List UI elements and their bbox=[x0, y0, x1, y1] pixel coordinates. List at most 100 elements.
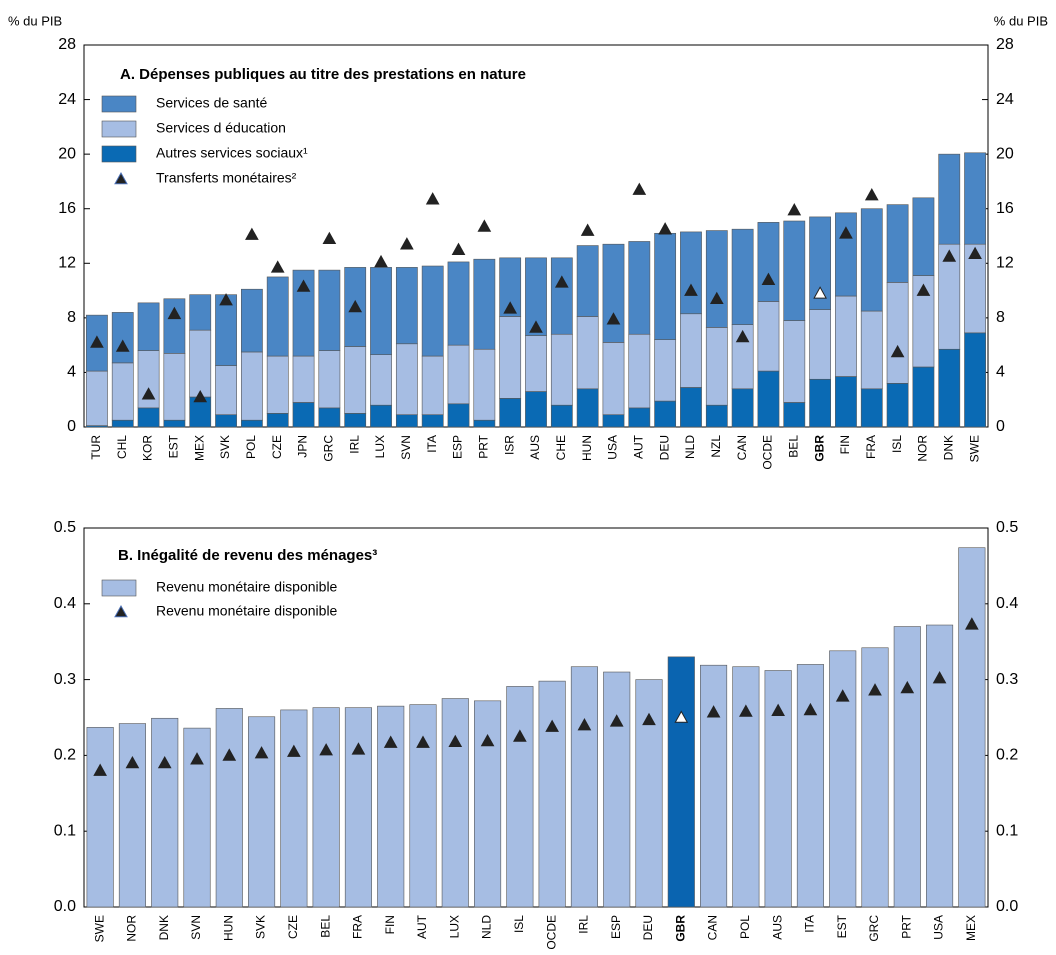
x-tick-label: CHE bbox=[554, 435, 568, 460]
marker bbox=[803, 702, 818, 716]
x-tick-label: LUX bbox=[447, 915, 461, 938]
y2-tick-label: 0 bbox=[996, 418, 1005, 435]
bar-segment bbox=[441, 698, 469, 908]
bar-segment bbox=[395, 267, 418, 345]
bar-segment bbox=[163, 298, 186, 354]
marker bbox=[813, 286, 827, 299]
marker bbox=[141, 387, 156, 400]
bar-segment bbox=[421, 355, 444, 416]
x-tick-label: DEU bbox=[641, 915, 655, 940]
bar-segment bbox=[886, 282, 909, 384]
bar-segment bbox=[137, 407, 160, 428]
bar-segment bbox=[163, 353, 186, 421]
y-tick-label: 20 bbox=[58, 145, 76, 162]
bar-segment bbox=[248, 716, 276, 908]
x-tick-label: CAN bbox=[706, 915, 720, 940]
marker bbox=[219, 293, 233, 306]
marker bbox=[193, 389, 208, 403]
x-tick-label: ISR bbox=[502, 435, 516, 455]
bar-segment bbox=[829, 650, 857, 908]
plot-frame bbox=[83, 527, 989, 908]
x-tick-label: EST bbox=[167, 434, 181, 458]
legend-swatch bbox=[101, 95, 137, 113]
x-tick-label: DEU bbox=[657, 435, 671, 460]
bar-segment bbox=[370, 404, 392, 428]
bar-segment bbox=[292, 402, 315, 428]
y-tick-label: 4 bbox=[67, 364, 76, 381]
bar-segment bbox=[654, 232, 677, 340]
x-tick-label: SVK bbox=[218, 435, 232, 459]
y-tick-label: 0.5 bbox=[54, 519, 76, 536]
marker bbox=[706, 705, 721, 718]
y-tick-label: 0.3 bbox=[54, 671, 76, 688]
y-tick-label: 8 bbox=[67, 309, 76, 326]
x-tick-label: NOR bbox=[125, 915, 139, 942]
x-tick-label: ITA bbox=[803, 915, 817, 933]
y2-tick-label: 28 bbox=[996, 36, 1014, 53]
marker bbox=[451, 242, 466, 255]
x-tick-label: KOR bbox=[141, 435, 155, 461]
y2-tick-label: 8 bbox=[996, 309, 1005, 326]
bar-segment bbox=[86, 370, 108, 426]
x-tick-label: MEX bbox=[964, 915, 978, 941]
marker bbox=[609, 714, 624, 727]
x-tick-label: POL bbox=[244, 435, 258, 459]
bar-segment bbox=[344, 707, 372, 908]
y2-tick-label: 20 bbox=[996, 145, 1014, 162]
bar-segment bbox=[240, 419, 263, 428]
bar-segment bbox=[189, 329, 212, 398]
bar-segment bbox=[893, 626, 921, 908]
bar-segment bbox=[835, 376, 857, 428]
panel-title: B. Inégalité de revenu des ménages³ bbox=[118, 547, 377, 564]
bar-segment bbox=[576, 245, 599, 317]
bar-segment bbox=[732, 666, 760, 908]
y2-tick-label: 24 bbox=[996, 91, 1014, 108]
y2-tick-label: 0.5 bbox=[996, 519, 1018, 536]
marker bbox=[684, 283, 698, 296]
bar-segment bbox=[447, 344, 470, 405]
bar-segment bbox=[111, 362, 134, 421]
bar-segment bbox=[731, 228, 754, 325]
x-tick-label: ITA bbox=[425, 435, 439, 453]
marker bbox=[642, 712, 656, 726]
marker bbox=[322, 231, 337, 245]
y2-tick-label: 0.2 bbox=[996, 747, 1018, 764]
legend-label: Revenu monétaire disponible bbox=[156, 603, 338, 619]
x-tick-label: DNK bbox=[941, 435, 955, 460]
bar-segment bbox=[474, 700, 502, 908]
bar-segment bbox=[118, 723, 146, 908]
x-tick-label: POL bbox=[738, 915, 752, 939]
marker bbox=[735, 329, 750, 343]
bar-segment bbox=[550, 404, 573, 428]
x-tick-label: BEL bbox=[318, 915, 332, 938]
bar-segment bbox=[958, 547, 986, 908]
bar-segment bbox=[705, 404, 728, 428]
bar-segment bbox=[860, 388, 883, 428]
bar-segment bbox=[654, 400, 677, 428]
bar-segment bbox=[344, 413, 367, 428]
bar-segment bbox=[602, 414, 625, 428]
bar-segment bbox=[550, 333, 573, 406]
marker bbox=[296, 279, 311, 292]
y-tick-label: 16 bbox=[58, 200, 76, 217]
bar-segment bbox=[654, 339, 677, 402]
marker bbox=[835, 689, 850, 702]
x-tick-label: GBR bbox=[812, 435, 826, 462]
x-tick-label: ESP bbox=[451, 435, 465, 459]
y2-tick-label: 4 bbox=[996, 364, 1005, 381]
bar-segment bbox=[525, 391, 547, 428]
x-tick-label: PRT bbox=[477, 434, 491, 458]
bar-segment bbox=[111, 419, 134, 428]
x-tick-label: SWE bbox=[92, 915, 106, 942]
marker bbox=[190, 752, 204, 765]
marker bbox=[503, 301, 518, 314]
marker bbox=[864, 188, 879, 201]
bar-segment bbox=[473, 419, 496, 428]
bar-segment bbox=[757, 301, 780, 372]
bar-segment bbox=[796, 664, 824, 908]
x-tick-label: FRA bbox=[351, 915, 365, 939]
x-tick-label: LUX bbox=[373, 435, 387, 458]
x-tick-label: FIN bbox=[838, 435, 852, 454]
bar-segment bbox=[603, 671, 631, 908]
marker bbox=[93, 763, 107, 776]
